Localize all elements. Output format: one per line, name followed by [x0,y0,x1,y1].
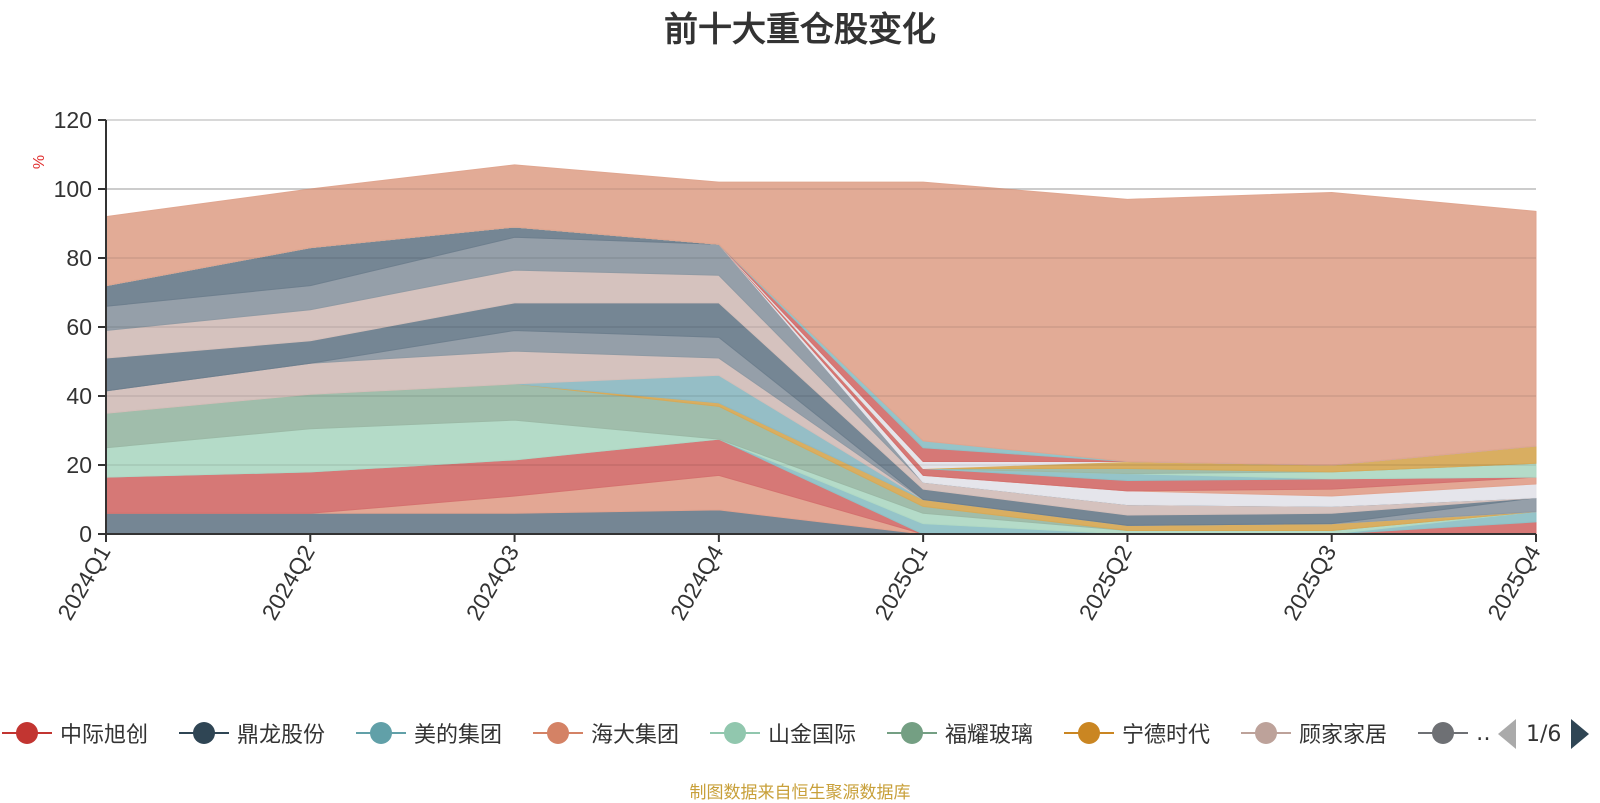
legend-swatch-icon [179,719,229,747]
legend-label: 宁德时代 [1122,723,1211,748]
y-tick-labels: 0 20 40 60 80 100 120 [54,107,92,547]
legend-item[interactable]: 福耀玻璃 [887,715,1033,751]
legend-label: 中际旭创 [60,723,149,748]
legend-swatch-icon [710,719,760,747]
x-tick-labels: 2024Q1 2024Q2 2024Q3 2024Q4 2025Q1 2025Q2 2025… [52,540,1546,624]
legend-page-indicator: 1/6 [1526,721,1562,747]
legend-swatch-icon [533,719,583,747]
legend-label: 美的集团 [414,723,503,748]
area-chart: 0 20 40 60 80 100 120 2024Q1 2024Q2 2024Q3 2024Q4… [31,107,1546,624]
y-axis-unit-label: % [31,155,48,169]
x-tick-label: 2025Q4 [1482,540,1546,624]
legend-item[interactable]: … [1418,715,1490,751]
x-tick-label: 2024Q3 [461,541,524,625]
x-tick-label: 2024Q1 [52,541,115,625]
chart-title: 前十大重仓股变化 [664,10,936,50]
axes [98,119,1537,542]
legend-next-page-icon[interactable] [1571,719,1590,749]
x-tick-label: 2025Q2 [1074,541,1137,625]
y-tick-label: 0 [79,521,92,547]
legend: 中际旭创 鼎龙股份 美的集团 海大集团 山金国际 福耀玻璃 宁德时代 顾家家居 … [0,715,1490,755]
x-tick-label: 2025Q3 [1278,541,1341,625]
legend-swatch-icon [2,719,52,747]
legend-swatch-icon [1241,719,1291,747]
y-tick-label: 80 [66,245,92,271]
legend-prev-page-icon[interactable] [1498,719,1516,749]
legend-pager: 1/6 [1498,716,1600,752]
legend-label: … [1476,721,1490,746]
legend-label: 福耀玻璃 [945,723,1034,748]
legend-item[interactable]: 山金国际 [710,715,856,751]
y-tick-label: 20 [66,452,92,478]
legend-item[interactable]: 美的集团 [356,715,502,751]
legend-swatch-icon [887,719,937,747]
x-tick-label: 2024Q4 [665,540,729,624]
stacked-areas [105,164,1537,535]
y-tick-label: 40 [66,383,92,409]
legend-item[interactable]: 宁德时代 [1064,715,1210,751]
legend-label: 海大集团 [591,723,680,748]
source-note: 制图数据来自恒生聚源数据库 [689,783,911,803]
legend-label: 鼎龙股份 [237,723,326,748]
legend-swatch-icon [1418,719,1468,747]
y-tick-label: 100 [54,176,92,202]
legend-item[interactable]: 顾家家居 [1241,715,1387,751]
legend-item[interactable]: 海大集团 [533,715,679,751]
legend-label: 山金国际 [768,723,857,748]
legend-swatch-icon [1064,719,1114,747]
x-tick-label: 2025Q1 [869,541,932,625]
area-series-25 [105,164,1537,466]
legend-item[interactable]: 中际旭创 [2,715,148,751]
legend-label: 顾家家居 [1299,723,1388,748]
legend-swatch-icon [356,719,406,747]
legend-item[interactable]: 鼎龙股份 [179,715,325,751]
x-tick-label: 2024Q2 [256,541,319,625]
y-tick-label: 60 [66,314,92,340]
y-tick-label: 120 [54,107,92,133]
